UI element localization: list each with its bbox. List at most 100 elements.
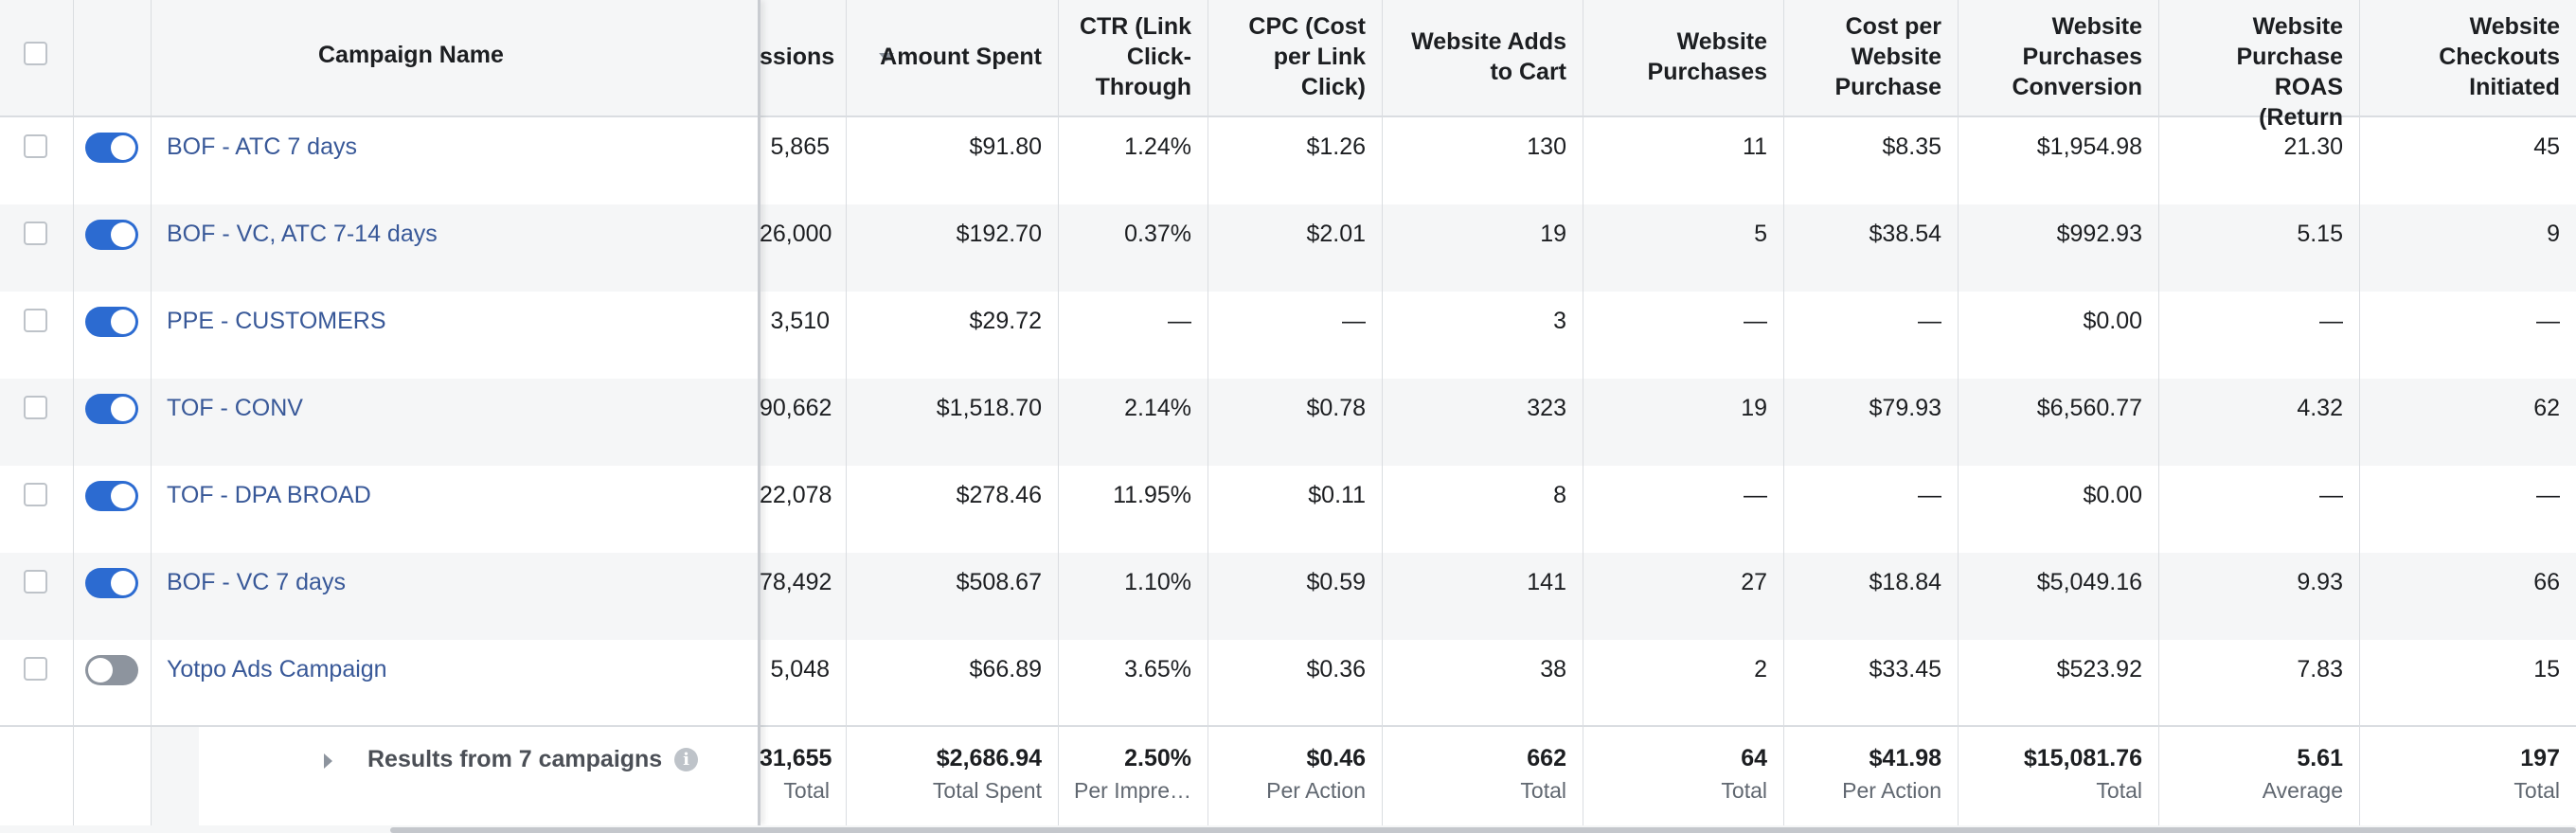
footer-ctr: 2.50% Per Impre… <box>1059 727 1208 827</box>
footer-purchases-value: 64 <box>1741 745 1767 771</box>
campaign-name-link[interactable]: BOF - VC, ATC 7-14 days <box>167 221 438 247</box>
footer-conv-value: $15,081.76 <box>2023 745 2142 771</box>
cost-per-purchase-header[interactable]: Cost per Website Purchase <box>1784 0 1959 115</box>
table-row[interactable]: PPE - CUSTOMERS 3,510 $29.72— —3— — $0.00— — <box>0 292 2576 379</box>
cell-conv: $523.92 <box>1959 640 2159 727</box>
select-all-cell <box>0 0 74 115</box>
footer-spent: $2,686.94 Total Spent <box>847 727 1059 827</box>
toggle-knob <box>111 222 135 247</box>
table-row[interactable]: BOF - VC 7 days 78,492 $508.67 1.10% $0.59 14… <box>0 553 2576 640</box>
footer-cpp-value: $41.98 <box>1869 745 1941 771</box>
info-icon[interactable]: i <box>674 748 698 771</box>
table-row[interactable]: TOF - CONV 90,662 $1,518.70 2.14% $0.78 323 19… <box>0 379 2576 466</box>
campaign-name-link[interactable]: TOF - DPA BROAD <box>167 482 371 508</box>
cell-spent: $278.46 <box>847 466 1059 553</box>
row-checkbox[interactable] <box>24 483 47 506</box>
footer-spent-value: $2,686.94 <box>936 745 1042 771</box>
cell-conv: $0.00 <box>1959 466 2159 553</box>
footer-purchases-sub: Total <box>1721 778 1767 803</box>
footer-checkouts-sub: Total <box>2513 778 2560 803</box>
adds-to-cart-header-label: Website Adds to Cart <box>1411 28 1566 85</box>
campaign-name-link[interactable]: BOF - ATC 7 days <box>167 133 357 160</box>
cell-atc: 130 <box>1383 117 1583 204</box>
footer-checkouts: 197 Total <box>2360 727 2576 827</box>
campaign-name-header[interactable]: Campaign Name <box>152 0 894 115</box>
cell-spent: $29.72 <box>847 292 1059 379</box>
campaign-status-toggle[interactable] <box>85 133 138 163</box>
cell-cpp: $38.54 <box>1784 204 1959 292</box>
footer-conv-sub: Total <box>2096 778 2142 803</box>
campaign-status-toggle[interactable] <box>85 220 138 250</box>
footer-cpp: $41.98 Per Action <box>1784 727 1959 827</box>
footer-cpp-sub: Per Action <box>1842 778 1941 803</box>
impressions-header-label: ssions <box>760 44 835 70</box>
cell-checkouts: — <box>2536 482 2560 508</box>
checkouts-header[interactable]: Website Checkouts Initiated <box>2360 0 2576 115</box>
purchases-header-label: Website Purchases <box>1647 28 1767 85</box>
cell-spent: $66.89 <box>847 640 1059 727</box>
checkouts-header-label: Website Checkouts Initiated <box>2439 13 2560 100</box>
cell-checkouts: 9 <box>2547 221 2560 247</box>
campaign-status-toggle[interactable] <box>85 655 138 685</box>
amount-spent-header[interactable]: Amount Spent <box>847 0 1059 115</box>
row-toggle-cell <box>74 640 152 727</box>
table-row[interactable]: BOF - ATC 7 days 5,865 $91.80 1.24% $1.26 130… <box>0 117 2576 204</box>
row-checkbox-cell <box>0 292 74 379</box>
cell-purchases: 19 <box>1583 379 1784 466</box>
row-checkbox[interactable] <box>24 134 47 158</box>
campaign-name-link[interactable]: PPE - CUSTOMERS <box>167 308 386 334</box>
campaign-name-cell: TOF - DPA BROAD <box>152 466 760 553</box>
cell-roas: 4.32 <box>2159 379 2360 466</box>
cell-impressions: 22,078 <box>760 466 847 553</box>
cell-purchases: 11 <box>1583 117 1784 204</box>
cell-roas: 21.30 <box>2159 117 2360 204</box>
row-checkbox[interactable] <box>24 657 47 681</box>
footer-impressions: 31,655 Total <box>760 727 847 827</box>
row-checkbox[interactable] <box>24 396 47 419</box>
campaign-name-link[interactable]: TOF - CONV <box>167 395 303 421</box>
cell-purchases: 27 <box>1583 553 1784 640</box>
row-toggle-cell <box>74 553 152 640</box>
table-row[interactable]: BOF - VC, ATC 7-14 days 26,000 $192.70 0.37… <box>0 204 2576 292</box>
ctr-header[interactable]: CTR (Link Click-Through <box>1059 0 1208 115</box>
cell-conv: $1,954.98 <box>1959 117 2159 204</box>
row-checkbox-cell <box>0 117 74 204</box>
toggle-knob <box>88 658 113 682</box>
impressions-header[interactable]: ssions <box>760 0 847 115</box>
purchases-conversion-header[interactable]: Website Purchases Conversion <box>1959 0 2159 115</box>
campaign-status-toggle[interactable] <box>85 481 138 511</box>
roas-header[interactable]: Website Purchase ROAS (Return <box>2159 0 2360 131</box>
table-row[interactable]: Yotpo Ads Campaign 5,048 $66.89 3.65% $0.36 3… <box>0 640 2576 727</box>
purchases-header[interactable]: Website Purchases <box>1583 0 1784 115</box>
campaign-status-toggle[interactable] <box>85 568 138 598</box>
cell-cpc: $0.11 <box>1208 466 1383 553</box>
horizontal-scrollbar-thumb[interactable] <box>390 827 2576 833</box>
ctr-header-label: CTR (Link Click-Through <box>1079 13 1191 100</box>
footer-label-cell: Results from 7 campaigns i <box>152 727 760 827</box>
campaign-name-cell: BOF - ATC 7 days <box>152 117 760 204</box>
campaign-status-toggle[interactable] <box>85 394 138 424</box>
cell-atc: 141 <box>1383 553 1583 640</box>
row-checkbox[interactable] <box>24 570 47 594</box>
table-row[interactable]: TOF - DPA BROAD 22,078 $278.46 11.95% $0.11 8… <box>0 466 2576 553</box>
footer-impressions-value: 31,655 <box>760 745 832 771</box>
cpc-header[interactable]: CPC (Cost per Link Click) <box>1208 0 1383 115</box>
expand-right-icon[interactable] <box>324 753 332 769</box>
row-checkbox[interactable] <box>24 222 47 245</box>
select-all-checkbox[interactable] <box>24 42 47 65</box>
sort-down-icon[interactable] <box>879 53 894 62</box>
footer-atc-sub: Total <box>1520 778 1566 803</box>
cell-roas: — <box>2159 466 2360 553</box>
campaign-status-toggle[interactable] <box>85 307 138 337</box>
cell-impressions: 78,492 <box>760 553 847 640</box>
row-toggle-cell <box>74 204 152 292</box>
campaign-name-cell: BOF - VC, ATC 7-14 days <box>152 204 760 292</box>
footer-atc: 662 Total <box>1383 727 1583 827</box>
row-checkbox[interactable] <box>24 309 47 332</box>
campaign-name-link[interactable]: BOF - VC 7 days <box>167 569 346 595</box>
cell-atc: 19 <box>1383 204 1583 292</box>
toggle-knob <box>111 484 135 508</box>
campaign-name-link[interactable]: Yotpo Ads Campaign <box>167 656 387 682</box>
adds-to-cart-header[interactable]: Website Adds to Cart <box>1383 0 1583 115</box>
